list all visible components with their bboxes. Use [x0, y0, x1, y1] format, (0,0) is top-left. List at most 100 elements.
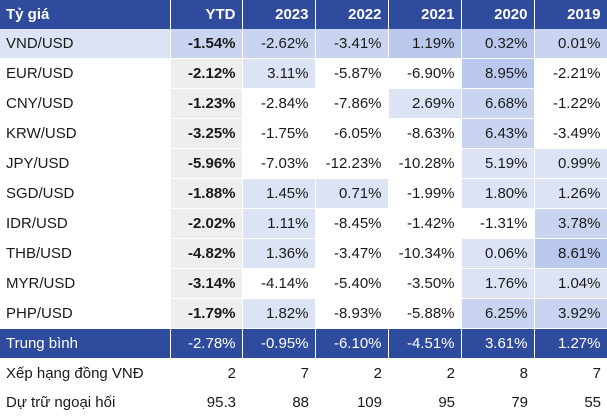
- cell-value: -8.93%: [315, 298, 389, 329]
- ranking-value: 7: [534, 358, 607, 388]
- average-value: 3.61%: [461, 328, 535, 359]
- cell-value: -5.87%: [315, 58, 389, 89]
- cell-value: -2.21%: [534, 58, 607, 89]
- cell-value: 1.76%: [461, 268, 535, 299]
- cell-value: 1.26%: [534, 178, 607, 209]
- average-label: Trung bình: [0, 328, 171, 359]
- cell-value: 8.61%: [534, 238, 607, 269]
- table-row: MYR/USD -3.14% -4.14% -5.40% -3.50% 1.76…: [0, 268, 607, 299]
- cell-value: 5.19%: [461, 148, 535, 179]
- cell-value: -3.50%: [388, 268, 462, 299]
- cell-value: 6.43%: [461, 118, 535, 149]
- cell-value: -6.90%: [388, 58, 462, 89]
- cell-value: -2.12%: [170, 58, 243, 89]
- cell-value: -10.34%: [388, 238, 462, 269]
- row-label: SGD/USD: [0, 178, 171, 209]
- table-row: JPY/USD -5.96% -7.03% -12.23% -10.28% 5.…: [0, 148, 607, 179]
- cell-value: -1.23%: [170, 88, 243, 119]
- cell-value: 0.71%: [315, 178, 389, 209]
- cell-value: -2.84%: [242, 88, 316, 119]
- cell-value: -1.22%: [534, 88, 607, 119]
- cell-value: 0.99%: [534, 148, 607, 179]
- cell-value: -2.62%: [242, 29, 316, 59]
- cell-value: -3.25%: [170, 118, 243, 149]
- cell-value: -6.05%: [315, 118, 389, 149]
- table-row: THB/USD -4.82% 1.36% -3.47% -10.34% 0.06…: [0, 238, 607, 269]
- cell-value: -1.54%: [170, 29, 243, 59]
- average-value: -6.10%: [315, 328, 389, 359]
- cell-value: 3.11%: [242, 58, 316, 89]
- header-2019: 2019: [534, 0, 607, 29]
- row-label: MYR/USD: [0, 268, 171, 299]
- cell-value: -1.79%: [170, 298, 243, 329]
- cell-value: 1.11%: [242, 208, 316, 239]
- row-label: THB/USD: [0, 238, 171, 269]
- row-label: KRW/USD: [0, 118, 171, 149]
- table-row: CNY/USD -1.23% -2.84% -7.86% 2.69% 6.68%…: [0, 88, 607, 119]
- cell-value: 8.95%: [461, 58, 535, 89]
- table-row: KRW/USD -3.25% -1.75% -6.05% -8.63% 6.43…: [0, 118, 607, 149]
- cell-value: 1.04%: [534, 268, 607, 299]
- reserves-value: 95.3: [170, 388, 242, 417]
- ranking-row: Xếp hạng đồng VNĐ 2 7 2 2 8 7: [0, 358, 607, 388]
- cell-value: 1.82%: [242, 298, 316, 329]
- reserves-label: Dự trữ ngoại hối: [0, 388, 170, 417]
- cell-value: -12.23%: [315, 148, 389, 179]
- cell-value: -5.96%: [170, 148, 243, 179]
- cell-value: -8.63%: [388, 118, 462, 149]
- cell-value: -3.49%: [534, 118, 607, 149]
- cell-value: -4.14%: [242, 268, 316, 299]
- average-value: -0.95%: [242, 328, 316, 359]
- row-label: EUR/USD: [0, 58, 171, 89]
- cell-value: -7.86%: [315, 88, 389, 119]
- average-row: Trung bình -2.78% -0.95% -6.10% -4.51% 3…: [0, 328, 607, 359]
- reserves-value: 79: [461, 388, 534, 417]
- reserves-value: 109: [315, 388, 388, 417]
- cell-value: -1.42%: [388, 208, 462, 239]
- cell-value: -4.82%: [170, 238, 243, 269]
- cell-value: 0.01%: [534, 29, 607, 59]
- cell-value: -5.40%: [315, 268, 389, 299]
- header-row: Tỷ giá YTD 2023 2022 2021 2020 2019: [0, 0, 607, 29]
- cell-value: -3.14%: [170, 268, 243, 299]
- header-2023: 2023: [242, 0, 316, 29]
- reserves-value: 88: [242, 388, 315, 417]
- header-label: Tỷ giá: [0, 0, 171, 29]
- cell-value: -3.47%: [315, 238, 389, 269]
- cell-value: 3.92%: [534, 298, 607, 329]
- cell-value: -5.88%: [388, 298, 462, 329]
- cell-value: -1.31%: [461, 208, 535, 239]
- header-ytd: YTD: [170, 0, 243, 29]
- header-2021: 2021: [388, 0, 462, 29]
- table-row: IDR/USD -2.02% 1.11% -8.45% -1.42% -1.31…: [0, 208, 607, 239]
- average-value: 1.27%: [534, 328, 607, 359]
- row-label: CNY/USD: [0, 88, 171, 119]
- cell-value: -10.28%: [388, 148, 462, 179]
- cell-value: -1.99%: [388, 178, 462, 209]
- cell-value: 6.68%: [461, 88, 535, 119]
- row-label: PHP/USD: [0, 298, 171, 329]
- table-row: EUR/USD -2.12% 3.11% -5.87% -6.90% 8.95%…: [0, 58, 607, 89]
- reserves-value: 55: [534, 388, 607, 417]
- average-value: -2.78%: [170, 328, 243, 359]
- table-row: VND/USD -1.54% -2.62% -3.41% 1.19% 0.32%…: [0, 29, 607, 59]
- row-label: IDR/USD: [0, 208, 171, 239]
- average-value: -4.51%: [388, 328, 462, 359]
- reserves-row: Dự trữ ngoại hối 95.3 88 109 95 79 55: [0, 388, 607, 417]
- cell-value: -8.45%: [315, 208, 389, 239]
- cell-value: 3.78%: [534, 208, 607, 239]
- cell-value: 2.69%: [388, 88, 462, 119]
- ranking-label: Xếp hạng đồng VNĐ: [0, 358, 170, 388]
- cell-value: 0.32%: [461, 29, 535, 59]
- table-row: SGD/USD -1.88% 1.45% 0.71% -1.99% 1.80% …: [0, 178, 607, 209]
- header-2020: 2020: [461, 0, 535, 29]
- ranking-value: 2: [315, 358, 388, 388]
- ranking-value: 2: [388, 358, 461, 388]
- cell-value: -3.41%: [315, 29, 389, 59]
- cell-value: 1.19%: [388, 29, 462, 59]
- cell-value: 0.06%: [461, 238, 535, 269]
- header-2022: 2022: [315, 0, 389, 29]
- cell-value: 1.45%: [242, 178, 316, 209]
- cell-value: 6.25%: [461, 298, 535, 329]
